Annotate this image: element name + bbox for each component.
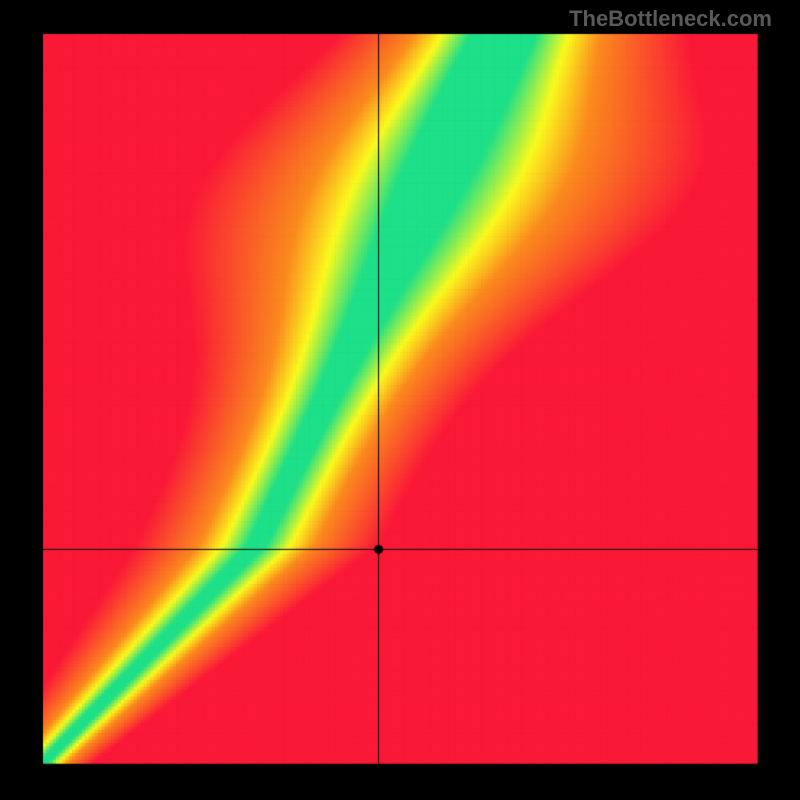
chart-container: TheBottleneck.com [0,0,800,800]
heatmap-canvas [0,0,800,800]
watermark-text: TheBottleneck.com [569,6,772,32]
